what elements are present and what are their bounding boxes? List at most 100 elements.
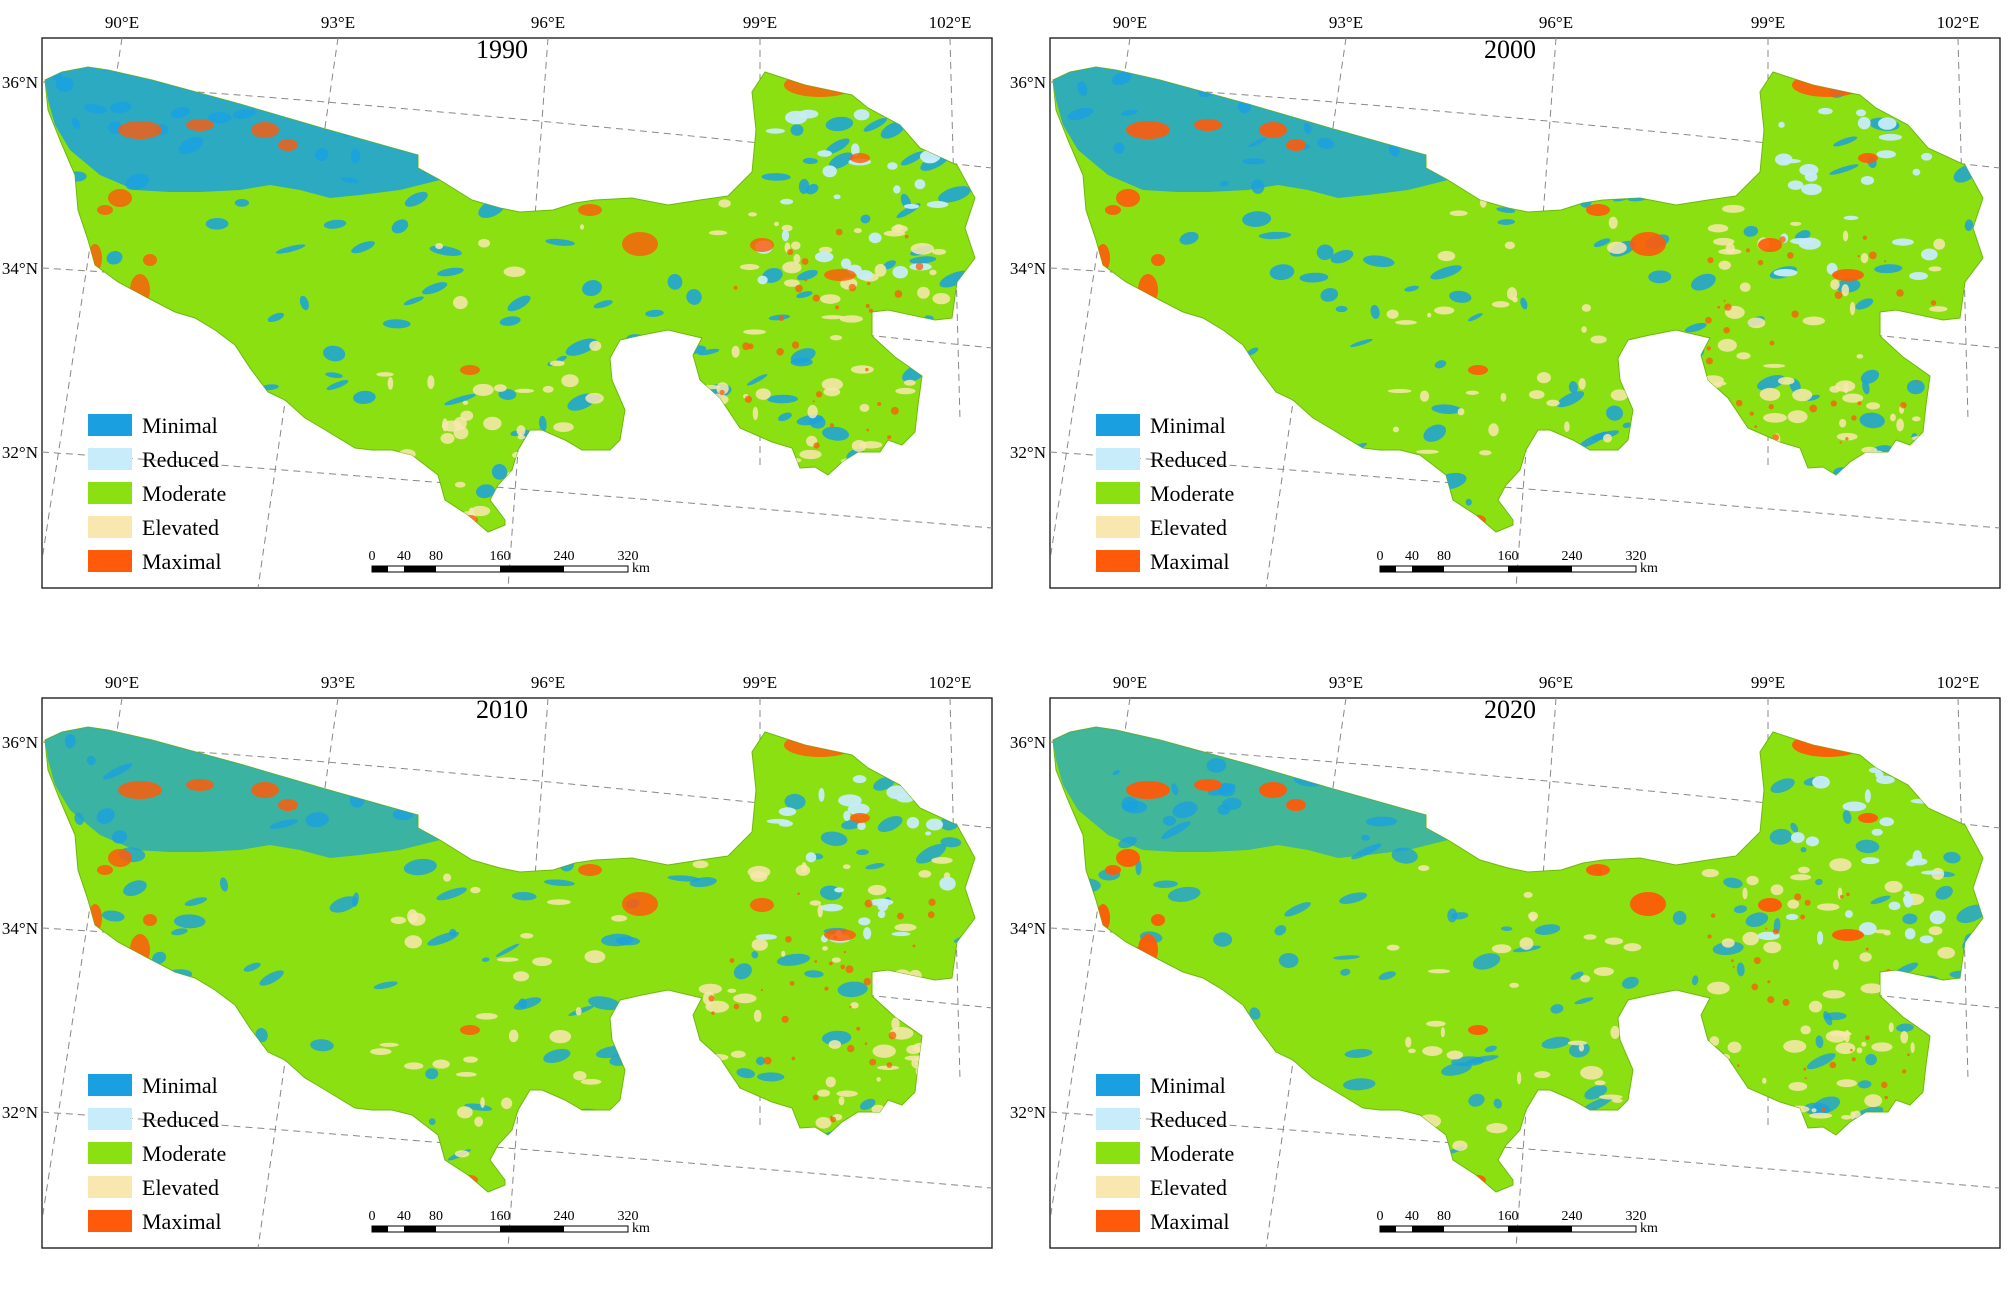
minimal-patch bbox=[654, 996, 673, 1009]
maximal-patch bbox=[804, 278, 808, 282]
maximal-patch bbox=[1862, 235, 1867, 240]
reduced-patch bbox=[1857, 116, 1871, 130]
minimal-patch bbox=[171, 928, 188, 936]
maximal-patch bbox=[1868, 251, 1877, 260]
maximal-patch bbox=[1706, 357, 1713, 365]
minimal-patch bbox=[58, 388, 87, 397]
reduced-patch bbox=[818, 787, 825, 802]
longitude-label: 93°E bbox=[1329, 13, 1363, 32]
minimal-patch bbox=[403, 858, 437, 876]
minimal-patch bbox=[1121, 796, 1139, 812]
minimal-patch bbox=[689, 478, 718, 487]
minimal-patch bbox=[645, 309, 664, 317]
maximal-patch bbox=[143, 914, 157, 926]
elevated-patch bbox=[470, 886, 481, 894]
maximal-patch bbox=[1586, 864, 1610, 876]
legend-label: Reduced bbox=[1150, 1107, 1227, 1132]
elevated-patch bbox=[820, 294, 841, 304]
minimal-patch bbox=[853, 1135, 865, 1150]
elevated-patch bbox=[408, 912, 426, 926]
maximal-patch bbox=[1746, 248, 1750, 253]
elevated-patch bbox=[379, 1042, 399, 1047]
elevated-patch bbox=[514, 388, 535, 393]
minimal-patch bbox=[1769, 828, 1793, 845]
elevated-patch bbox=[1720, 450, 1737, 457]
minimal-patch bbox=[656, 1116, 687, 1131]
minimal-patch bbox=[1743, 225, 1759, 237]
elevated-patch bbox=[1861, 1041, 1867, 1047]
elevated-patch bbox=[584, 950, 606, 964]
maximal-patch bbox=[1126, 121, 1170, 139]
maximal-patch bbox=[813, 442, 820, 449]
reduced-patch bbox=[820, 903, 843, 912]
elevated-patch bbox=[820, 1151, 840, 1160]
elevated-patch bbox=[1900, 1030, 1909, 1044]
maximal-patch bbox=[729, 958, 735, 963]
elevated-patch bbox=[462, 400, 469, 405]
legend-label: Elevated bbox=[142, 515, 219, 540]
maximal-patch bbox=[1916, 380, 1919, 383]
elevated-patch bbox=[545, 1157, 565, 1171]
minimal-patch bbox=[1350, 339, 1373, 347]
minimal-patch bbox=[1475, 78, 1490, 94]
minimal-patch bbox=[1866, 734, 1897, 747]
elevated-patch bbox=[718, 199, 731, 208]
minimal-patch bbox=[789, 485, 808, 498]
maximal-patch bbox=[824, 986, 829, 991]
elevated-patch bbox=[751, 938, 768, 951]
minimal-patch bbox=[1250, 384, 1257, 394]
maximal-patch bbox=[886, 1062, 893, 1068]
minimal-patch bbox=[644, 400, 664, 416]
elevated-patch bbox=[1947, 486, 1960, 491]
elevated-patch bbox=[1491, 944, 1512, 954]
maximal-patch bbox=[904, 234, 909, 239]
scale-tick-label: 240 bbox=[554, 549, 575, 564]
elevated-patch bbox=[753, 1009, 762, 1023]
maximal-patch bbox=[1735, 399, 1743, 407]
maximal-patch bbox=[1760, 447, 1766, 453]
minimal-patch bbox=[1339, 892, 1368, 904]
elevated-patch bbox=[1610, 1025, 1620, 1039]
minimal-patch bbox=[1615, 753, 1638, 770]
elevated-patch bbox=[393, 1148, 414, 1160]
elevated-patch bbox=[917, 286, 930, 299]
minimal-patch bbox=[1335, 305, 1348, 313]
minimal-patch bbox=[109, 365, 138, 375]
elevated-patch bbox=[454, 481, 466, 488]
minimal-patch bbox=[1902, 913, 1918, 925]
minimal-patch bbox=[1790, 822, 1799, 833]
scale-tick-label: 80 bbox=[429, 549, 443, 564]
elevated-patch bbox=[841, 458, 854, 465]
scale-tick-label: 240 bbox=[1562, 549, 1583, 564]
minimal-patch bbox=[1246, 347, 1259, 356]
elevated-patch bbox=[819, 501, 828, 513]
maximal-patch bbox=[797, 892, 800, 896]
maximal-patch bbox=[1829, 1061, 1837, 1069]
legend-label: Moderate bbox=[142, 1141, 226, 1166]
latitude-label: 36°N bbox=[2, 733, 38, 752]
minimal-patch bbox=[436, 887, 467, 901]
minimal-patch bbox=[797, 269, 818, 281]
minimal-patch bbox=[1147, 986, 1159, 993]
elevated-patch bbox=[1866, 402, 1881, 410]
minimal-patch bbox=[588, 996, 621, 1011]
elevated-patch bbox=[1491, 301, 1510, 308]
minimal-patch bbox=[249, 87, 271, 102]
maximal-patch bbox=[118, 781, 162, 799]
maximal-patch bbox=[1820, 1107, 1826, 1113]
maximal-patch bbox=[186, 119, 214, 131]
maximal-patch bbox=[1881, 334, 1885, 338]
minimal-patch bbox=[1855, 839, 1880, 854]
legend-swatch bbox=[88, 1108, 132, 1130]
minimal-patch bbox=[837, 981, 868, 998]
elevated-patch bbox=[1763, 412, 1787, 423]
reduced-patch bbox=[833, 194, 841, 200]
elevated-patch bbox=[1873, 929, 1891, 934]
elevated-patch bbox=[1437, 250, 1456, 262]
maximal-patch bbox=[719, 389, 725, 396]
elevated-patch bbox=[927, 388, 938, 398]
elevated-patch bbox=[716, 382, 729, 395]
minimal-patch bbox=[761, 173, 791, 181]
elevated-patch bbox=[1759, 387, 1781, 401]
minimal-patch bbox=[1118, 1063, 1143, 1075]
